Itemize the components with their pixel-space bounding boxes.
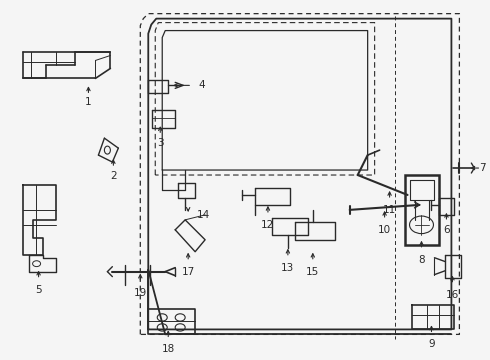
Text: 15: 15: [306, 267, 319, 276]
Text: 18: 18: [162, 345, 175, 354]
Text: 6: 6: [443, 225, 450, 235]
Text: 2: 2: [110, 171, 117, 181]
Text: 1: 1: [85, 97, 92, 107]
Text: 12: 12: [261, 220, 274, 230]
Text: 9: 9: [428, 339, 435, 349]
Text: 8: 8: [418, 255, 425, 265]
Text: 13: 13: [281, 263, 294, 273]
Text: 5: 5: [35, 284, 42, 294]
Text: 7: 7: [479, 163, 486, 173]
Text: 3: 3: [157, 138, 164, 148]
Text: 19: 19: [134, 288, 147, 298]
Text: 14: 14: [196, 210, 210, 220]
Text: 10: 10: [378, 225, 391, 235]
Text: 4: 4: [199, 80, 205, 90]
Text: 17: 17: [181, 267, 195, 276]
Text: 11: 11: [383, 205, 396, 215]
Text: 16: 16: [446, 289, 459, 300]
Bar: [405, 175, 440, 245]
